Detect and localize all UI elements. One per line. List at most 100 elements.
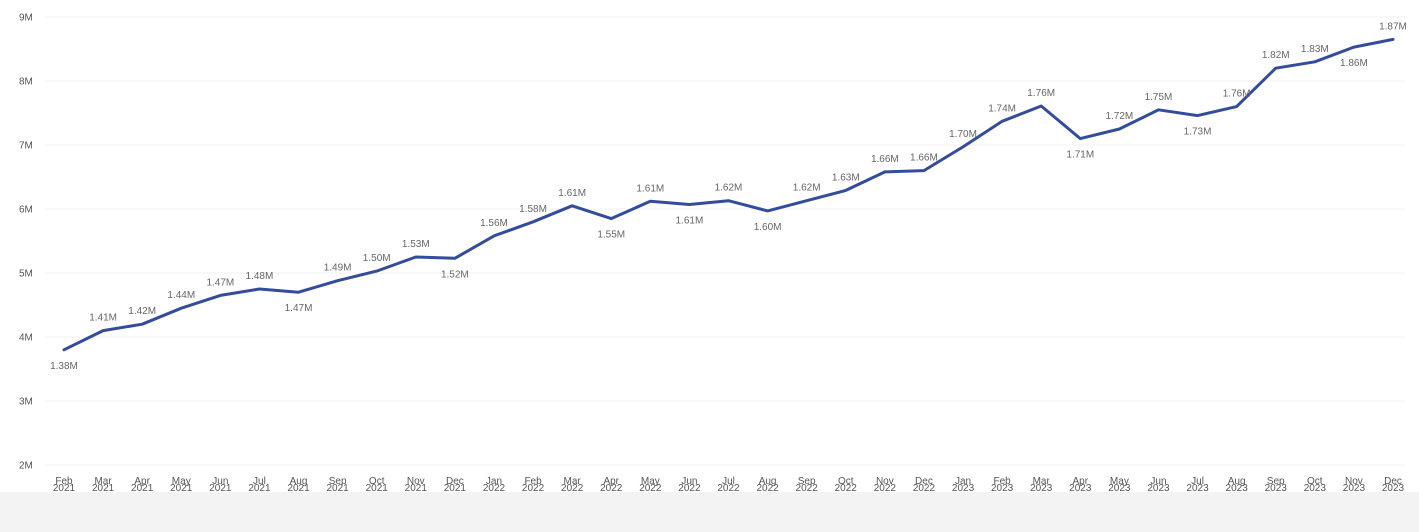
x-tick-label-month: Jan	[955, 476, 971, 487]
y-tick-label: 7M	[19, 141, 33, 152]
x-tick-label-month: Oct	[838, 476, 854, 487]
data-label: 1.71M	[1066, 150, 1094, 161]
data-label: 1.38M	[50, 361, 78, 372]
x-tick-label-year: 2021	[209, 483, 232, 492]
x-tick-label-year: 2021	[405, 483, 428, 492]
x-tick-label-year: 2023	[1343, 483, 1366, 492]
x-tick-label-month: Apr	[1073, 476, 1089, 487]
y-tick-label: 5M	[19, 269, 33, 280]
x-tick-label-year: 2022	[874, 483, 897, 492]
x-tick-label-year: 2021	[248, 483, 271, 492]
data-label: 1.41M	[89, 313, 117, 324]
x-tick-label-year: 2022	[796, 483, 819, 492]
series-line	[62, 37, 1395, 352]
x-tick-label-year: 2023	[1382, 483, 1405, 492]
x-tick-label-month: Oct	[369, 476, 385, 487]
x-tick-label-month: Jul	[1191, 476, 1204, 487]
data-label: 1.75M	[1145, 92, 1173, 103]
x-tick-label-year: 2022	[561, 483, 584, 492]
y-tick-label: 9M	[19, 13, 33, 24]
data-label: 1.76M	[1027, 88, 1055, 99]
data-label: 1.62M	[715, 183, 743, 194]
data-label: 1.61M	[636, 183, 664, 194]
footer-bar	[0, 492, 1419, 532]
data-label: 1.50M	[363, 253, 391, 264]
x-tick-label-month: Aug	[290, 476, 308, 487]
y-tick-label: 3M	[19, 397, 33, 408]
x-tick-label-month: Mar	[564, 476, 582, 487]
y-tick-label: 4M	[19, 333, 33, 344]
x-tick-label-month: May	[1110, 476, 1129, 487]
x-tick-label-year: 2022	[678, 483, 701, 492]
x-tick-label-month: May	[641, 476, 660, 487]
x-tick-label-year: 2022	[717, 483, 740, 492]
x-tick-label-month: Jun	[1150, 476, 1166, 487]
x-tick-label-year: 2022	[835, 483, 858, 492]
data-label: 1.53M	[402, 239, 430, 250]
data-label: 1.63M	[832, 172, 860, 183]
x-tick-label-year: 2021	[366, 483, 389, 492]
data-label: 1.76M	[1223, 89, 1251, 100]
x-tick-label-year: 2022	[600, 483, 623, 492]
data-label: 1.60M	[754, 222, 782, 233]
series-line-layer	[62, 37, 1395, 352]
x-tick-label-year: 2021	[444, 483, 467, 492]
x-tick-label-year: 2023	[1030, 483, 1053, 492]
x-tick-label-year: 2023	[1108, 483, 1131, 492]
y-axis: 2M 3M 4M 5M 6M 7M 8M 9M	[19, 13, 33, 472]
x-tick-label-month: Mar	[94, 476, 112, 487]
x-tick-label-year: 2021	[326, 483, 349, 492]
x-tick-label-month: Feb	[994, 476, 1012, 487]
x-tick-label-month: Mar	[1033, 476, 1051, 487]
data-label: 1.70M	[949, 129, 977, 140]
x-tick-label-year: 2023	[1265, 483, 1288, 492]
x-tick-label-month: Oct	[1307, 476, 1323, 487]
x-tick-label-year: 2023	[991, 483, 1014, 492]
x-tick-label-month: Apr	[134, 476, 150, 487]
grid-layer	[45, 16, 1405, 466]
x-tick-label-year: 2022	[639, 483, 662, 492]
data-label: 1.82M	[1262, 50, 1290, 61]
data-label: 1.61M	[558, 188, 586, 199]
data-label: 1.73M	[1184, 127, 1212, 138]
data-label: 1.52M	[441, 269, 469, 280]
data-label: 1.56M	[480, 218, 508, 229]
x-tick-label-month: Nov	[876, 476, 894, 487]
data-label: 1.72M	[1105, 111, 1133, 122]
x-tick-label-month: Nov	[1345, 476, 1363, 487]
y-tick-label: 2M	[19, 461, 33, 472]
data-label: 1.49M	[324, 263, 352, 274]
x-tick-label-year: 2022	[756, 483, 779, 492]
x-tick-label-month: Jul	[253, 476, 266, 487]
y-tick-label: 6M	[19, 205, 33, 216]
data-label: 1.74M	[988, 103, 1016, 114]
x-tick-label-month: Jun	[212, 476, 228, 487]
x-tick-label-year: 2021	[92, 483, 115, 492]
data-label: 1.42M	[128, 306, 156, 317]
x-tick-label-month: Apr	[603, 476, 619, 487]
x-tick-label-month: Dec	[1384, 476, 1402, 487]
x-tick-label-year: 2021	[53, 483, 76, 492]
x-tick-label-month: Aug	[759, 476, 777, 487]
x-tick-label-year: 2021	[170, 483, 193, 492]
x-tick-label-year: 2023	[1147, 483, 1170, 492]
x-tick-label-month: Sep	[798, 476, 816, 487]
data-label: 1.58M	[519, 204, 547, 215]
x-tick-label-month: Feb	[524, 476, 542, 487]
x-tick-label-month: Sep	[329, 476, 347, 487]
data-label: 1.61M	[676, 216, 704, 227]
data-label: 1.44M	[167, 290, 195, 301]
x-tick-label-year: 2021	[287, 483, 310, 492]
x-axis: Feb2021Mar2021Apr2021May2021Jun2021Jul20…	[53, 476, 1405, 492]
x-tick-label-month: May	[172, 476, 191, 487]
x-tick-label-year: 2023	[1186, 483, 1209, 492]
data-label: 1.66M	[910, 153, 938, 164]
y-tick-label: 8M	[19, 77, 33, 88]
x-tick-label-year: 2023	[1226, 483, 1249, 492]
x-tick-label-year: 2021	[131, 483, 154, 492]
x-tick-label-year: 2023	[1069, 483, 1092, 492]
data-label: 1.47M	[206, 277, 234, 288]
x-tick-label-month: Sep	[1267, 476, 1285, 487]
data-label: 1.47M	[285, 303, 313, 314]
data-label: 1.62M	[793, 183, 821, 194]
